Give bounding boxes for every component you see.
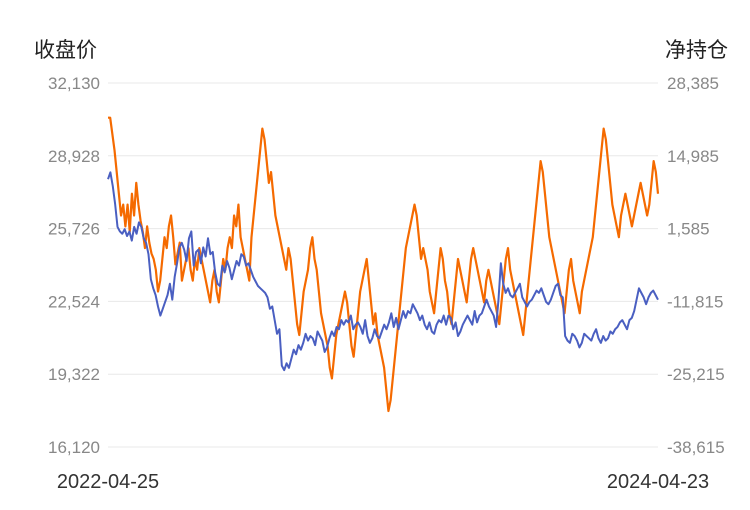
left-tick-label: 32,130 xyxy=(48,74,100,93)
left-tick-label: 25,726 xyxy=(48,220,100,239)
x-end-date: 2024-04-23 xyxy=(607,471,709,493)
right-tick-label: 1,585 xyxy=(667,220,710,239)
left-tick-label: 28,928 xyxy=(48,147,100,166)
right-tick-label: -25,215 xyxy=(667,365,725,384)
net-position-line xyxy=(108,116,660,413)
grid-lines xyxy=(108,82,658,448)
left-axis-title: 收盘价 xyxy=(34,39,97,62)
left-axis-ticks: 32,130 28,928 25,726 22,524 19,322 16,120 xyxy=(48,74,100,457)
left-tick-label: 16,120 xyxy=(48,438,100,457)
right-tick-label: 14,985 xyxy=(667,147,719,166)
close-price-line xyxy=(107,171,659,372)
left-tick-label: 22,524 xyxy=(48,292,100,311)
left-tick-label: 19,322 xyxy=(48,365,100,384)
right-tick-label: 28,385 xyxy=(667,74,719,93)
right-tick-label: -11,815 xyxy=(667,292,723,311)
right-axis-title: 净持仓 xyxy=(665,39,728,62)
x-start-date: 2022-04-25 xyxy=(57,471,159,493)
right-axis-ticks: 28,385 14,985 1,585 -11,815 -25,215 -38,615 xyxy=(667,74,725,457)
right-tick-label: -38,615 xyxy=(667,438,725,457)
